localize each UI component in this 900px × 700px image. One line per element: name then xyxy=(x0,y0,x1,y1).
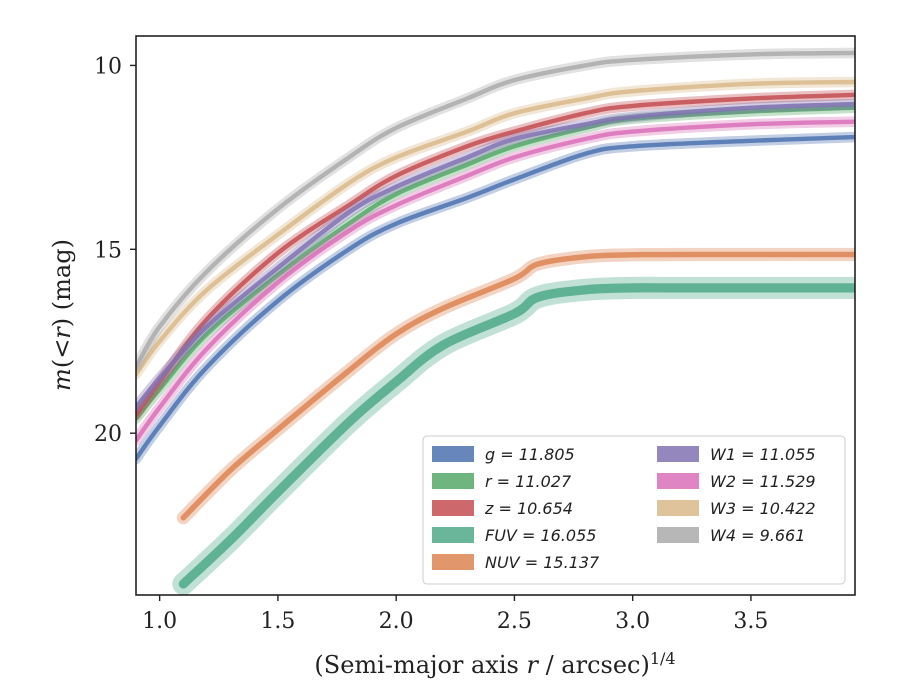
series-r-line xyxy=(136,105,855,421)
series-W3-line xyxy=(136,79,855,377)
series-z-line xyxy=(136,92,855,417)
x-tick-label: 2.0 xyxy=(379,609,414,634)
x-axis: 1.0 1.5 2.0 2.5 3.0 3.5 xyxy=(142,595,768,634)
series-NUV-line xyxy=(180,251,855,521)
legend-label-W4: W4 = 9.661 xyxy=(710,526,805,545)
legend-box xyxy=(422,435,846,585)
legend-swatch-NUV xyxy=(432,554,474,570)
legend-swatch-W1 xyxy=(657,446,699,462)
legend-label-W1: W1 = 11.055 xyxy=(710,445,816,464)
legend-swatch-r xyxy=(432,473,474,489)
legend-label-FUV: FUV = 16.055 xyxy=(485,526,596,545)
series-layer xyxy=(136,47,855,595)
legend-label-W2: W2 = 11.529 xyxy=(710,472,816,491)
legend-swatch-FUV xyxy=(432,527,474,543)
plot-frame xyxy=(135,35,856,596)
legend-label-g: g = 11.805 xyxy=(485,445,575,464)
x-tick-label: 1.0 xyxy=(142,609,177,634)
y-tick-label: 15 xyxy=(94,238,122,263)
series-FUV-line xyxy=(178,283,855,589)
legend: g = 11.805 r = 11.027 z = 10.654 FUV = 16.0… xyxy=(422,435,846,585)
x-axis-label: (Semi-major axis r / arcsec)1/4 xyxy=(314,649,675,679)
x-tick-label: 3.0 xyxy=(615,609,650,634)
x-tick-label: 2.5 xyxy=(497,609,532,634)
legend-label-r: r = 11.027 xyxy=(485,472,572,491)
y-axis: 10 15 20 xyxy=(94,54,136,447)
series-W1-line xyxy=(136,101,855,410)
legend-label-z: z = 10.654 xyxy=(484,499,573,518)
y-axis-label: m(<r) (mag) xyxy=(48,239,76,391)
x-tick-label: 3.5 xyxy=(733,609,768,634)
y-tick-label: 20 xyxy=(94,422,122,447)
legend-swatch-g xyxy=(432,446,474,462)
series-W4-line xyxy=(136,50,855,370)
y-tick-label: 10 xyxy=(94,54,122,79)
legend-swatch-z xyxy=(432,500,474,516)
legend-label-NUV: NUV = 15.137 xyxy=(485,553,600,572)
series-W2-line xyxy=(136,119,855,443)
legend-swatch-W2 xyxy=(657,473,699,489)
legend-label-W3: W3 = 10.422 xyxy=(710,499,816,518)
legend-swatch-W4 xyxy=(657,527,699,543)
series-g-line xyxy=(136,134,855,462)
legend-swatch-W3 xyxy=(657,500,699,516)
x-tick-label: 1.5 xyxy=(260,609,295,634)
